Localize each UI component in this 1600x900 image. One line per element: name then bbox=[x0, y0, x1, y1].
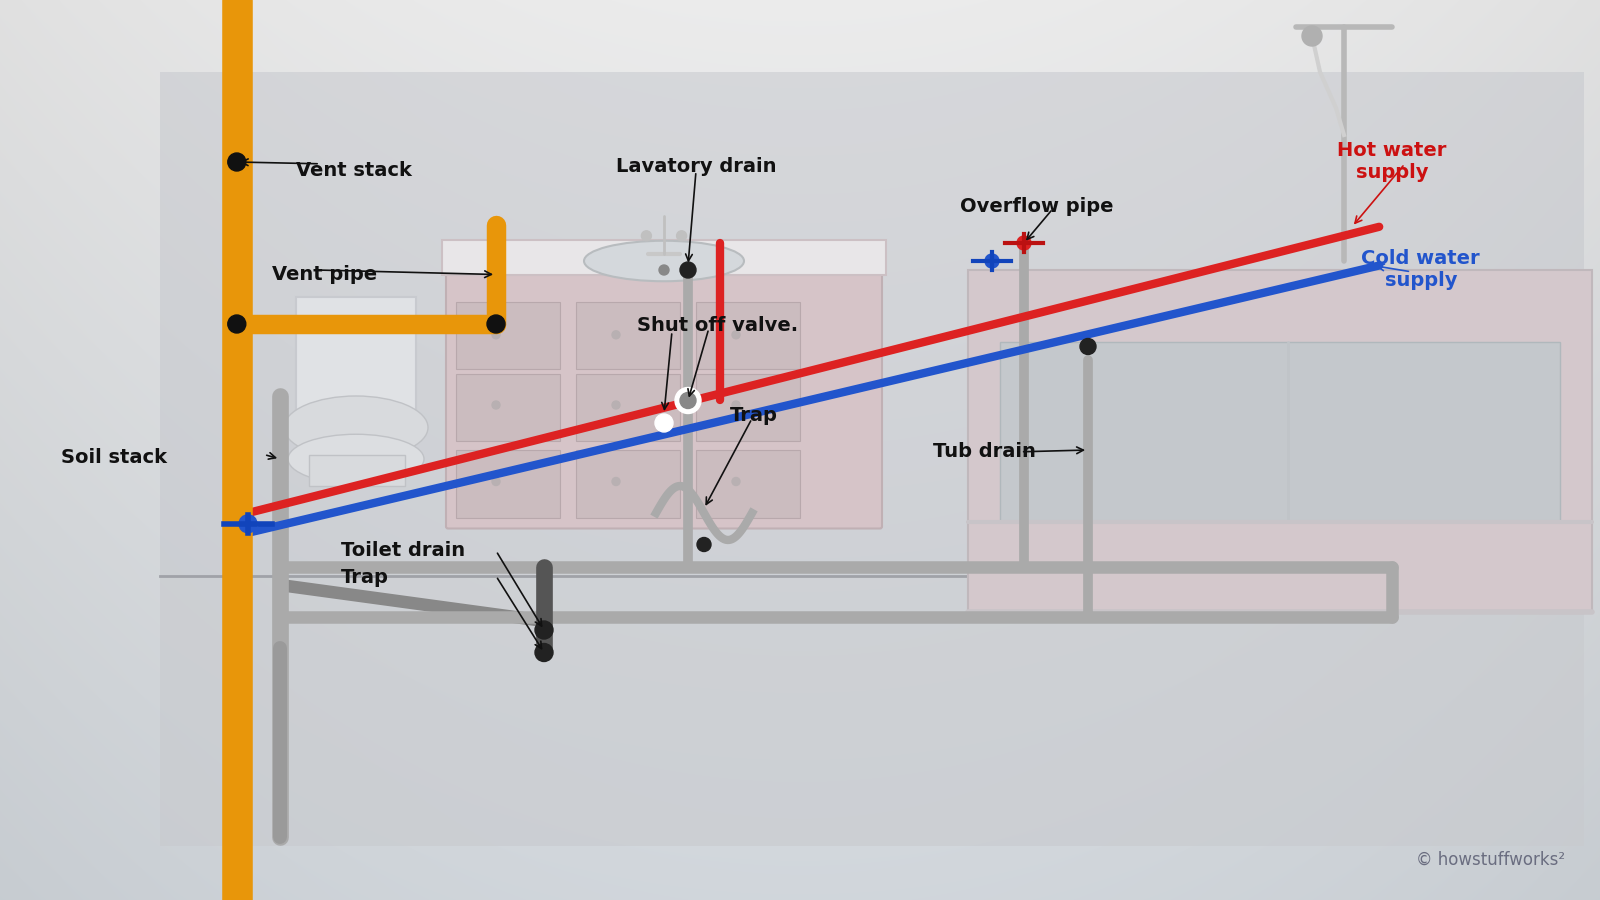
Circle shape bbox=[238, 515, 258, 533]
Bar bbox=[576, 374, 680, 441]
Bar bbox=[696, 450, 800, 518]
Bar bbox=[309, 454, 405, 486]
Circle shape bbox=[534, 621, 554, 639]
Circle shape bbox=[611, 478, 621, 485]
Bar bbox=[442, 240, 886, 274]
Circle shape bbox=[642, 230, 651, 241]
Circle shape bbox=[486, 315, 506, 333]
Bar bbox=[456, 302, 560, 369]
Bar bbox=[576, 450, 680, 518]
Bar bbox=[1000, 342, 1560, 522]
Text: Trap: Trap bbox=[730, 406, 778, 426]
Text: Lavatory drain: Lavatory drain bbox=[616, 157, 776, 176]
Circle shape bbox=[733, 401, 739, 409]
Bar bbox=[456, 450, 560, 518]
Bar bbox=[968, 270, 1592, 612]
Ellipse shape bbox=[288, 435, 424, 484]
Ellipse shape bbox=[584, 240, 744, 281]
Bar bbox=[696, 374, 800, 441]
Text: Overflow pipe: Overflow pipe bbox=[960, 197, 1114, 217]
Text: Trap: Trap bbox=[341, 568, 389, 588]
Circle shape bbox=[654, 414, 674, 432]
Circle shape bbox=[611, 331, 621, 338]
Circle shape bbox=[534, 644, 554, 662]
Circle shape bbox=[1302, 26, 1322, 46]
Circle shape bbox=[986, 254, 998, 268]
Bar bbox=[456, 374, 560, 441]
FancyBboxPatch shape bbox=[446, 268, 882, 528]
Text: Cold water
supply: Cold water supply bbox=[1362, 249, 1480, 291]
Bar bbox=[696, 302, 800, 369]
Circle shape bbox=[1080, 338, 1096, 355]
Circle shape bbox=[493, 401, 499, 409]
Circle shape bbox=[611, 401, 621, 409]
Circle shape bbox=[675, 388, 701, 413]
Polygon shape bbox=[160, 576, 1584, 846]
Text: Tub drain: Tub drain bbox=[933, 442, 1035, 462]
Circle shape bbox=[227, 153, 246, 171]
Text: Vent pipe: Vent pipe bbox=[272, 265, 378, 284]
Circle shape bbox=[680, 392, 696, 409]
Circle shape bbox=[493, 331, 499, 338]
Circle shape bbox=[680, 262, 696, 278]
Bar bbox=[576, 302, 680, 369]
Circle shape bbox=[733, 331, 739, 338]
Text: Toilet drain: Toilet drain bbox=[341, 541, 466, 561]
Circle shape bbox=[1018, 236, 1030, 250]
Circle shape bbox=[659, 265, 669, 275]
Circle shape bbox=[677, 230, 686, 241]
Circle shape bbox=[227, 315, 246, 333]
Circle shape bbox=[493, 478, 499, 485]
Ellipse shape bbox=[285, 396, 429, 459]
Text: © howstuffworks²: © howstuffworks² bbox=[1416, 850, 1565, 868]
Text: Shut off valve.: Shut off valve. bbox=[637, 316, 798, 336]
Circle shape bbox=[698, 537, 710, 552]
Circle shape bbox=[733, 478, 739, 485]
Text: Hot water
supply: Hot water supply bbox=[1338, 141, 1446, 183]
Text: Soil stack: Soil stack bbox=[61, 447, 166, 467]
Polygon shape bbox=[160, 72, 1584, 576]
Bar bbox=[296, 297, 416, 423]
Text: Vent stack: Vent stack bbox=[296, 161, 411, 181]
